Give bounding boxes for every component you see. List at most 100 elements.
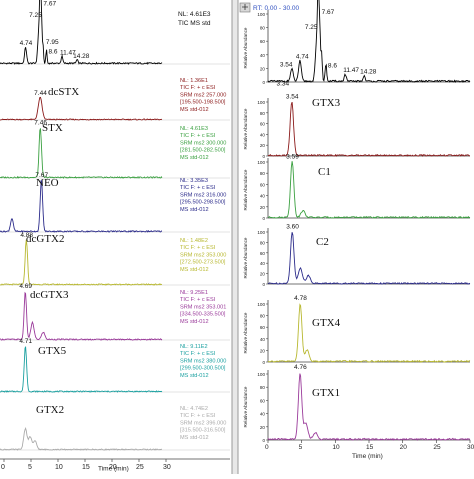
right-trace-tic-y-tick-label-80: 80 — [260, 26, 266, 31]
left-info-stx-1: TIC F: + c ESI — [180, 133, 216, 139]
left-peak-label-tic-5: 8.6 — [48, 49, 57, 56]
left-x-tick-label-15: 15 — [82, 464, 90, 471]
right-trace-c1-y-tick-label-80: 80 — [260, 171, 266, 176]
left-info-dcstx-2: SRM ms2 257.000 — [180, 92, 226, 98]
right-x-axis: 0 5 10 15 20 25 30 Time (min) — [265, 440, 474, 460]
left-info-stx-2: SRM ms2 300.000 — [180, 140, 226, 146]
window-toolbar: RT: 0.00 - 30.00 — [239, 2, 300, 13]
right-trace-c1-y-tick-label-0: 0 — [262, 216, 265, 221]
right-trace-tic-y-tick-label-60: 60 — [260, 39, 266, 44]
left-info-dcstx-3: [195.500-198.500] — [180, 100, 226, 106]
right-trace-c2: 0 20 40 60 80 100 Relative Abundance 3.60 C2 — [243, 223, 471, 287]
left-info-dcgtx3-4: MS std-012 — [180, 319, 209, 325]
left-info-gtx2-1: TIC F: + c ESI — [180, 413, 216, 419]
right-trace-c2-y-tick-label-80: 80 — [260, 240, 266, 245]
right-trace-gtx3-y-tick-label-60: 60 — [260, 122, 266, 127]
right-trace-tic-y-tick-label-0: 0 — [262, 80, 265, 85]
right-x-tick-label-20: 20 — [400, 444, 408, 451]
left-x-axis: 0 5 10 15 20 25 30 Time (min) — [0, 458, 230, 473]
left-info-tic-0: NL: 4.61E3 — [178, 11, 211, 18]
left-compound-label-gtx2: GTX2 — [36, 404, 64, 416]
left-compound-label-neo: NEO — [36, 177, 59, 189]
left-info-gtx2-0: NL: 4.74E2 — [180, 406, 208, 412]
right-peak-label-c2-0: 3.60 — [286, 223, 299, 230]
right-trace-gtx1-y-tick-label-0: 0 — [262, 438, 265, 443]
right-peak-label-tic-0: 3.54 — [280, 61, 293, 68]
left-x-tick-label-20: 20 — [109, 464, 117, 471]
left-trace-stx-line — [0, 128, 163, 179]
left-info-dcgtx3-3: [334.500-335.500] — [180, 312, 226, 318]
left-x-tick-label-5: 5 — [28, 464, 32, 471]
left-peak-label-dcstx-0: 7.44 — [34, 90, 47, 97]
right-trace-gtx1: 0 20 40 60 80 100 Relative Abundance 4.76 GTX1 — [243, 364, 471, 443]
left-x-tick-label-30: 30 — [163, 464, 171, 471]
right-trace-c2-line — [268, 232, 471, 285]
left-peak-label-tic-6: 11.47 — [60, 50, 76, 57]
right-peak-label-tic-7: 11.47 — [343, 67, 359, 74]
right-x-tick-label-0: 0 — [265, 444, 269, 451]
left-trace-dcgtx3-line — [0, 291, 163, 341]
left-trace-dcstx-line — [0, 96, 163, 121]
right-trace-c2-y-tick-label-20: 20 — [260, 272, 266, 277]
left-compound-label-gtx5: GTX5 — [38, 345, 67, 357]
left-x-tick-label-25: 25 — [136, 464, 144, 471]
right-trace-c1: 0 20 40 60 80 100 Relative Abundance 3.59 C1 — [243, 154, 471, 221]
right-peak-label-c1-0: 3.59 — [286, 154, 299, 161]
right-trace-gtx3-y-tick-label-0: 0 — [262, 154, 265, 159]
left-info-dcgtx2-0: NL: 1.48E2 — [180, 238, 208, 244]
left-info-stx-3: [281.500-282.500] — [180, 148, 226, 154]
left-info-dcstx-4: MS std-012 — [180, 107, 209, 113]
right-peak-label-tic-2: 4.74 — [296, 53, 309, 60]
left-trace-gtx5-line — [0, 346, 163, 393]
left-info-stx-0: NL: 4.61E3 — [180, 126, 208, 132]
right-compound-label-gtx1: GTX1 — [312, 387, 340, 399]
right-trace-gtx4-y-tick-label-100: 100 — [257, 302, 265, 307]
left-info-neo-4: MS std-012 — [180, 207, 209, 213]
right-trace-c2-y-tick-label-100: 100 — [257, 230, 265, 235]
left-info-dcgtx3-1: TIC F: + c ESI — [180, 297, 216, 303]
left-x-tick-label-0: 0 — [1, 464, 5, 471]
left-info-gtx5-4: MS std-012 — [180, 373, 209, 379]
left-trace-tic-line — [0, 0, 163, 65]
left-compound-label-stx: STX — [42, 122, 63, 134]
right-trace-tic-y-tick-label-20: 20 — [260, 66, 266, 71]
right-peak-label-tic-5: 7.67 — [322, 9, 335, 16]
panel-divider — [232, 0, 238, 474]
left-info-dcgtx2-1: TIC F: + c ESI — [180, 245, 216, 251]
left-peak-label-dcgtx3-0: 4.69 — [19, 283, 32, 290]
right-trace-c1-line — [267, 161, 471, 219]
left-info-dcstx-1: TIC F: + c ESI — [180, 85, 216, 91]
right-trace-gtx4-y-tick-label-60: 60 — [260, 325, 266, 330]
right-peak-label-tic-1: 3.34 — [276, 80, 289, 87]
right-trace-c1-y-tick-label-40: 40 — [260, 194, 266, 199]
right-trace-gtx1-y-tick-label-60: 60 — [260, 398, 266, 403]
left-compound-label-dcstx: dcSTX — [48, 86, 79, 98]
right-trace-gtx1-line — [267, 373, 471, 441]
right-x-tick-label-15: 15 — [366, 444, 374, 451]
left-info-gtx2-2: SRM ms2 396.000 — [180, 420, 226, 426]
left-info-dcstx-0: NL: 1.36E1 — [180, 78, 208, 84]
left-peak-label-neo-0: 7.67 — [35, 172, 48, 179]
left-peak-label-gtx5-0: 4.71 — [19, 338, 32, 345]
right-trace-gtx4: 0 20 40 60 80 100 Relative Abundance 4.78 GTX4 — [243, 295, 471, 365]
left-peak-label-tic-7: 14.28 — [73, 53, 90, 60]
right-trace-c2-y-tick-label-40: 40 — [260, 261, 266, 266]
left-info-dcgtx3-2: SRM ms2 353.001 — [180, 304, 226, 310]
right-trace-c1-y-tick-label-100: 100 — [257, 160, 265, 165]
right-x-tick-label-5: 5 — [299, 444, 303, 451]
right-trace-gtx3: 0 20 40 60 80 100 Relative Abundance 3.54 GTX3 — [243, 93, 471, 159]
left-info-stx-4: MS std-012 — [180, 155, 209, 161]
left-peak-label-dcgtx2-0: 4.88 — [20, 232, 33, 239]
left-info-dcgtx2-2: SRM ms2 353.000 — [180, 252, 226, 258]
right-trace-c2-y-axis-label: Relative Abundance — [243, 237, 248, 278]
right-trace-gtx3-line — [267, 101, 471, 157]
left-compound-label-dcgtx2: dcGTX2 — [26, 233, 65, 245]
right-x-axis-label: Time (min) — [352, 453, 383, 460]
right-trace-tic: 0 20 40 60 80 100 Relative Abundance 3.54 3.34 4.… — [243, 0, 471, 87]
